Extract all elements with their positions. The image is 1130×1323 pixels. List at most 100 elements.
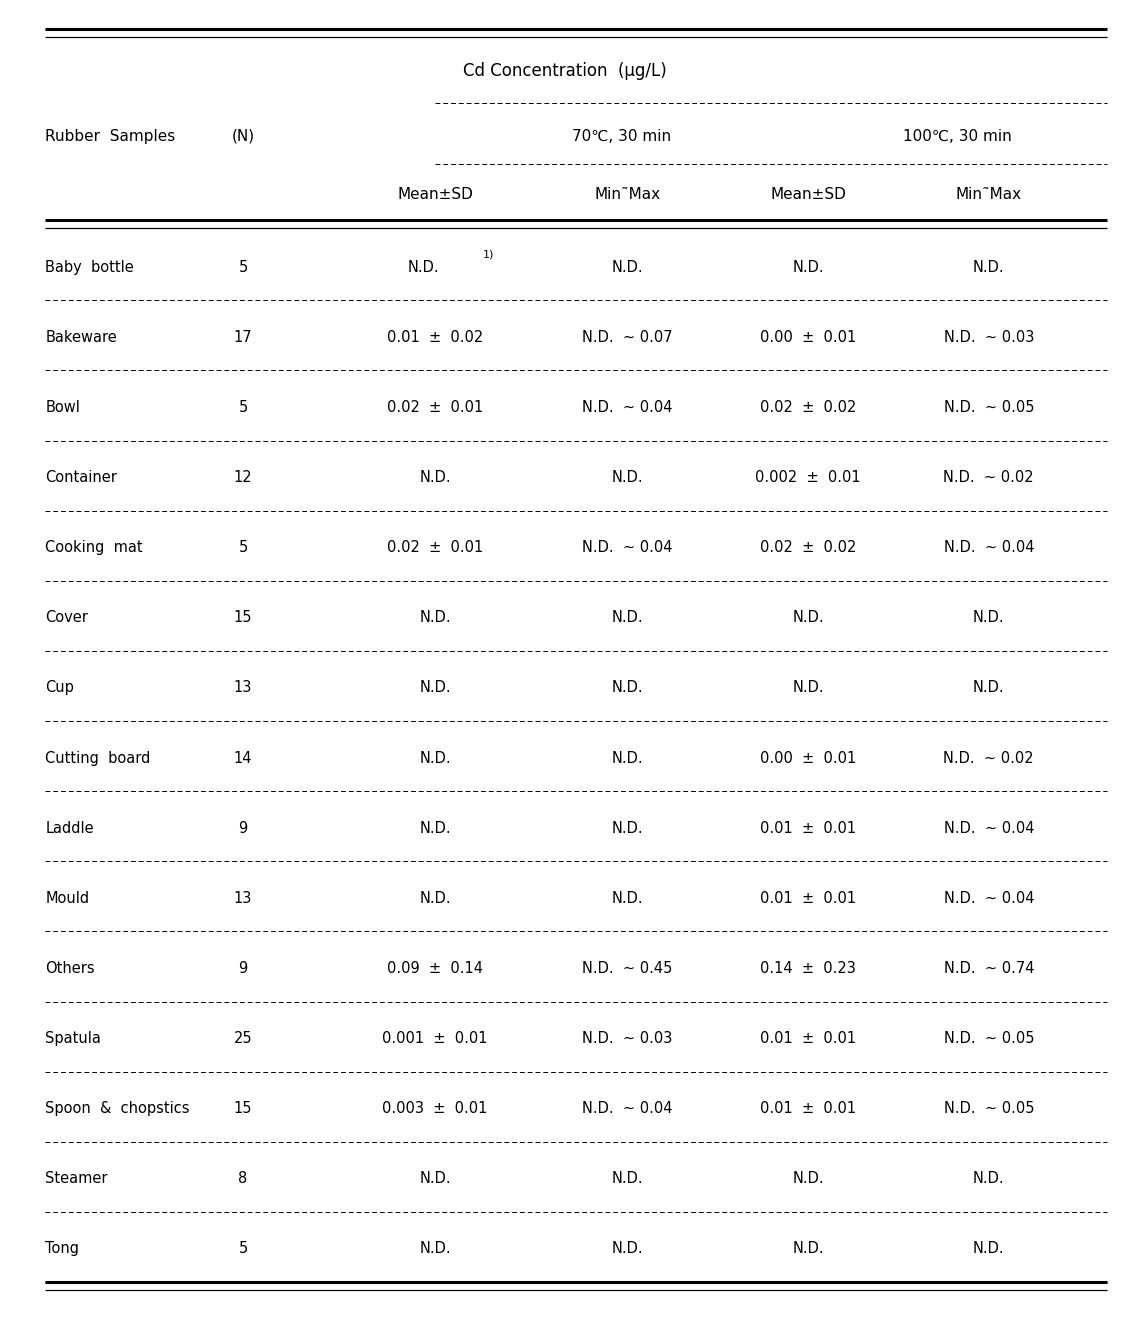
Text: N.D.  ∼ 0.45: N.D. ∼ 0.45 xyxy=(582,960,672,976)
Text: N.D.  ∼ 0.05: N.D. ∼ 0.05 xyxy=(944,1031,1034,1046)
Text: Spoon  &  chopstics: Spoon & chopstics xyxy=(45,1101,190,1117)
Text: 0.02  ±  0.01: 0.02 ± 0.01 xyxy=(386,540,484,556)
Text: N.D.  ∼ 0.04: N.D. ∼ 0.04 xyxy=(582,540,672,556)
Text: 0.001  ±  0.01: 0.001 ± 0.01 xyxy=(382,1031,488,1046)
Text: N.D.: N.D. xyxy=(419,820,451,836)
Text: Cup: Cup xyxy=(45,680,75,696)
Text: N.D.: N.D. xyxy=(419,750,451,766)
Text: N.D.  ∼ 0.02: N.D. ∼ 0.02 xyxy=(944,470,1034,486)
Text: Baby  bottle: Baby bottle xyxy=(45,259,134,275)
Text: N.D.: N.D. xyxy=(792,1171,824,1187)
Text: 0.02  ±  0.02: 0.02 ± 0.02 xyxy=(759,400,857,415)
Text: N.D.: N.D. xyxy=(611,610,643,626)
Text: N.D.: N.D. xyxy=(973,259,1005,275)
Text: Cd Concentration  (μg/L): Cd Concentration (μg/L) xyxy=(463,62,667,81)
Text: N.D.: N.D. xyxy=(611,259,643,275)
Text: Mean±SD: Mean±SD xyxy=(770,187,846,202)
Text: 0.01  ±  0.01: 0.01 ± 0.01 xyxy=(759,820,857,836)
Text: Laddle: Laddle xyxy=(45,820,94,836)
Text: N.D.: N.D. xyxy=(611,820,643,836)
Text: Tong: Tong xyxy=(45,1241,79,1257)
Text: N.D.: N.D. xyxy=(419,470,451,486)
Text: N.D.: N.D. xyxy=(611,890,643,906)
Text: 0.01  ±  0.02: 0.01 ± 0.02 xyxy=(386,329,484,345)
Text: Rubber  Samples: Rubber Samples xyxy=(45,128,175,144)
Text: 13: 13 xyxy=(234,890,252,906)
Text: Steamer: Steamer xyxy=(45,1171,107,1187)
Text: 0.09  ±  0.14: 0.09 ± 0.14 xyxy=(388,960,483,976)
Text: N.D.  ∼ 0.03: N.D. ∼ 0.03 xyxy=(582,1031,672,1046)
Text: 25: 25 xyxy=(234,1031,252,1046)
Text: 9: 9 xyxy=(238,820,247,836)
Text: Others: Others xyxy=(45,960,95,976)
Text: N.D.: N.D. xyxy=(419,1171,451,1187)
Text: N.D.: N.D. xyxy=(419,610,451,626)
Text: 0.14  ±  0.23: 0.14 ± 0.23 xyxy=(760,960,855,976)
Text: N.D.: N.D. xyxy=(973,680,1005,696)
Text: Container: Container xyxy=(45,470,118,486)
Text: N.D.  ∼ 0.03: N.D. ∼ 0.03 xyxy=(944,329,1034,345)
Text: N.D.: N.D. xyxy=(419,890,451,906)
Text: 15: 15 xyxy=(234,610,252,626)
Text: Cover: Cover xyxy=(45,610,88,626)
Text: 5: 5 xyxy=(238,259,247,275)
Text: 0.003  ±  0.01: 0.003 ± 0.01 xyxy=(382,1101,488,1117)
Text: Cooking  mat: Cooking mat xyxy=(45,540,142,556)
Text: N.D.: N.D. xyxy=(611,1171,643,1187)
Text: 0.02  ±  0.02: 0.02 ± 0.02 xyxy=(759,540,857,556)
Text: N.D.  ∼ 0.02: N.D. ∼ 0.02 xyxy=(944,750,1034,766)
Text: N.D.: N.D. xyxy=(792,259,824,275)
Text: 1): 1) xyxy=(483,249,494,259)
Text: N.D.  ∼ 0.05: N.D. ∼ 0.05 xyxy=(944,400,1034,415)
Text: N.D.: N.D. xyxy=(611,680,643,696)
Text: 14: 14 xyxy=(234,750,252,766)
Text: N.D.: N.D. xyxy=(611,470,643,486)
Text: 0.01  ±  0.01: 0.01 ± 0.01 xyxy=(759,890,857,906)
Text: 0.002  ±  0.01: 0.002 ± 0.01 xyxy=(755,470,861,486)
Text: Mean±SD: Mean±SD xyxy=(397,187,473,202)
Text: N.D.  ∼ 0.04: N.D. ∼ 0.04 xyxy=(582,400,672,415)
Text: N.D.  ∼ 0.07: N.D. ∼ 0.07 xyxy=(582,329,672,345)
Text: 100℃, 30 min: 100℃, 30 min xyxy=(903,128,1012,144)
Text: 0.01  ±  0.01: 0.01 ± 0.01 xyxy=(759,1101,857,1117)
Text: N.D.  ∼ 0.04: N.D. ∼ 0.04 xyxy=(944,820,1034,836)
Text: N.D.: N.D. xyxy=(611,750,643,766)
Text: N.D.: N.D. xyxy=(973,1171,1005,1187)
Text: N.D.: N.D. xyxy=(419,1241,451,1257)
Text: 0.02  ±  0.01: 0.02 ± 0.01 xyxy=(386,400,484,415)
Text: N.D.  ∼ 0.74: N.D. ∼ 0.74 xyxy=(944,960,1034,976)
Text: N.D.: N.D. xyxy=(792,680,824,696)
Text: 12: 12 xyxy=(234,470,252,486)
Text: Cutting  board: Cutting board xyxy=(45,750,150,766)
Text: 0.01  ±  0.01: 0.01 ± 0.01 xyxy=(759,1031,857,1046)
Text: 8: 8 xyxy=(238,1171,247,1187)
Text: 70℃, 30 min: 70℃, 30 min xyxy=(572,128,671,144)
Text: Min˜Max: Min˜Max xyxy=(956,187,1022,202)
Text: N.D.: N.D. xyxy=(973,610,1005,626)
Text: 17: 17 xyxy=(234,329,252,345)
Text: 5: 5 xyxy=(238,400,247,415)
Text: N.D.: N.D. xyxy=(419,680,451,696)
Text: N.D.: N.D. xyxy=(408,259,440,275)
Text: N.D.  ∼ 0.04: N.D. ∼ 0.04 xyxy=(944,890,1034,906)
Text: (N): (N) xyxy=(232,128,254,144)
Text: 15: 15 xyxy=(234,1101,252,1117)
Text: 5: 5 xyxy=(238,1241,247,1257)
Text: 9: 9 xyxy=(238,960,247,976)
Text: Bakeware: Bakeware xyxy=(45,329,116,345)
Text: Mould: Mould xyxy=(45,890,89,906)
Text: N.D.: N.D. xyxy=(973,1241,1005,1257)
Text: N.D.  ∼ 0.04: N.D. ∼ 0.04 xyxy=(944,540,1034,556)
Text: N.D.: N.D. xyxy=(792,610,824,626)
Text: N.D.  ∼ 0.05: N.D. ∼ 0.05 xyxy=(944,1101,1034,1117)
Text: N.D.: N.D. xyxy=(611,1241,643,1257)
Text: Spatula: Spatula xyxy=(45,1031,101,1046)
Text: Bowl: Bowl xyxy=(45,400,80,415)
Text: 13: 13 xyxy=(234,680,252,696)
Text: Min˜Max: Min˜Max xyxy=(594,187,660,202)
Text: N.D.  ∼ 0.04: N.D. ∼ 0.04 xyxy=(582,1101,672,1117)
Text: 5: 5 xyxy=(238,540,247,556)
Text: 0.00  ±  0.01: 0.00 ± 0.01 xyxy=(759,750,857,766)
Text: 0.00  ±  0.01: 0.00 ± 0.01 xyxy=(759,329,857,345)
Text: N.D.: N.D. xyxy=(792,1241,824,1257)
